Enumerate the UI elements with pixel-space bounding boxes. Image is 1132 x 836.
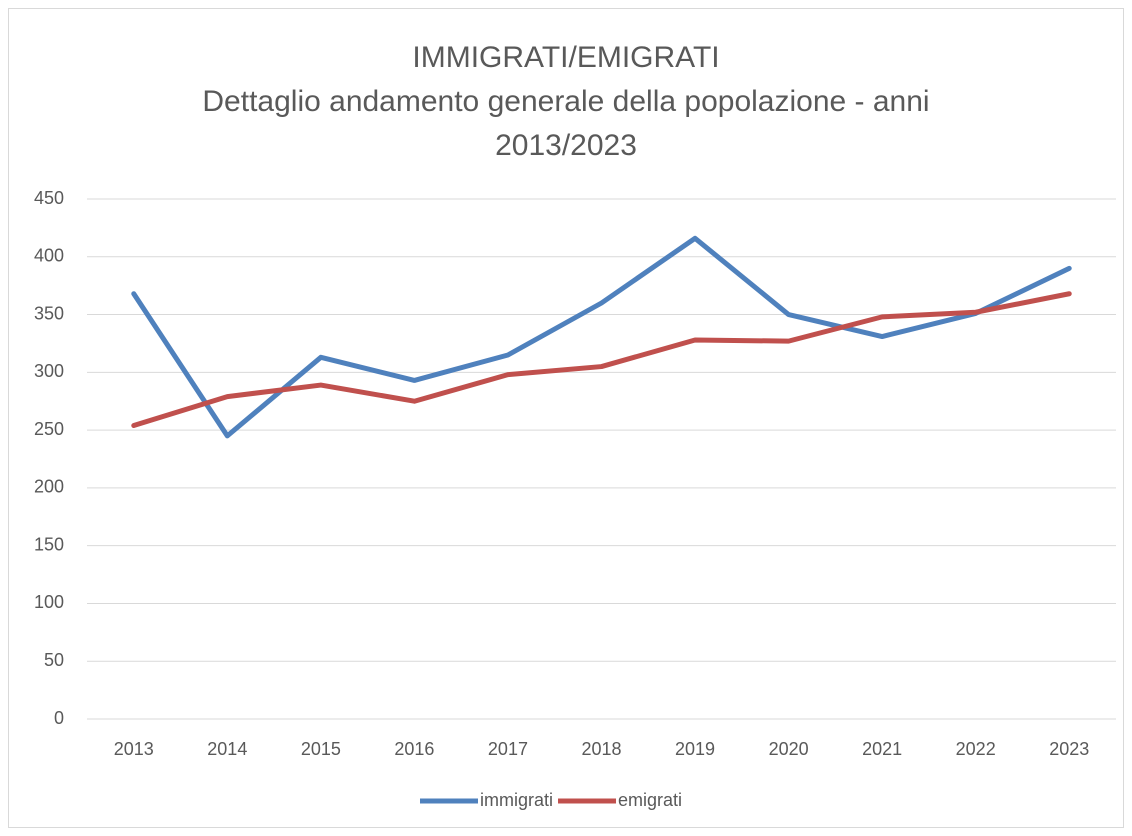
x-tick-label: 2022 — [956, 739, 996, 759]
y-tick-label: 100 — [34, 592, 64, 612]
y-tick-label: 0 — [54, 708, 64, 728]
x-tick-label: 2018 — [581, 739, 621, 759]
series-line — [131, 235, 1072, 439]
x-tick-label: 2016 — [394, 739, 434, 759]
legend-label: immigrati — [480, 790, 553, 810]
chart-border — [8, 8, 1124, 828]
series-line — [131, 291, 1072, 428]
x-tick-label: 2019 — [675, 739, 715, 759]
x-tick-label: 2017 — [488, 739, 528, 759]
x-tick-label: 2013 — [114, 739, 154, 759]
y-tick-label: 450 — [34, 188, 64, 208]
legend-label: emigrati — [618, 790, 682, 810]
x-tick-label: 2015 — [301, 739, 341, 759]
titles: IMMIGRATI/EMIGRATI Dettaglio andamento g… — [150, 36, 982, 168]
y-tick-label: 400 — [34, 246, 64, 266]
x-tick-label: 2023 — [1049, 739, 1089, 759]
y-tick-label: 50 — [44, 650, 64, 670]
y-tick-label: 200 — [34, 477, 64, 497]
x-tick-label: 2020 — [769, 739, 809, 759]
x-tick-label: 2014 — [207, 739, 247, 759]
y-tick-label: 300 — [34, 361, 64, 381]
chart-title: IMMIGRATI/EMIGRATI — [412, 41, 720, 74]
chart-subtitle: Dettaglio andamento generale della popol… — [202, 85, 930, 162]
y-tick-label: 250 — [34, 419, 64, 439]
y-tick-label: 150 — [34, 534, 64, 554]
x-tick-label: 2021 — [862, 739, 902, 759]
y-tick-label: 350 — [34, 303, 64, 323]
